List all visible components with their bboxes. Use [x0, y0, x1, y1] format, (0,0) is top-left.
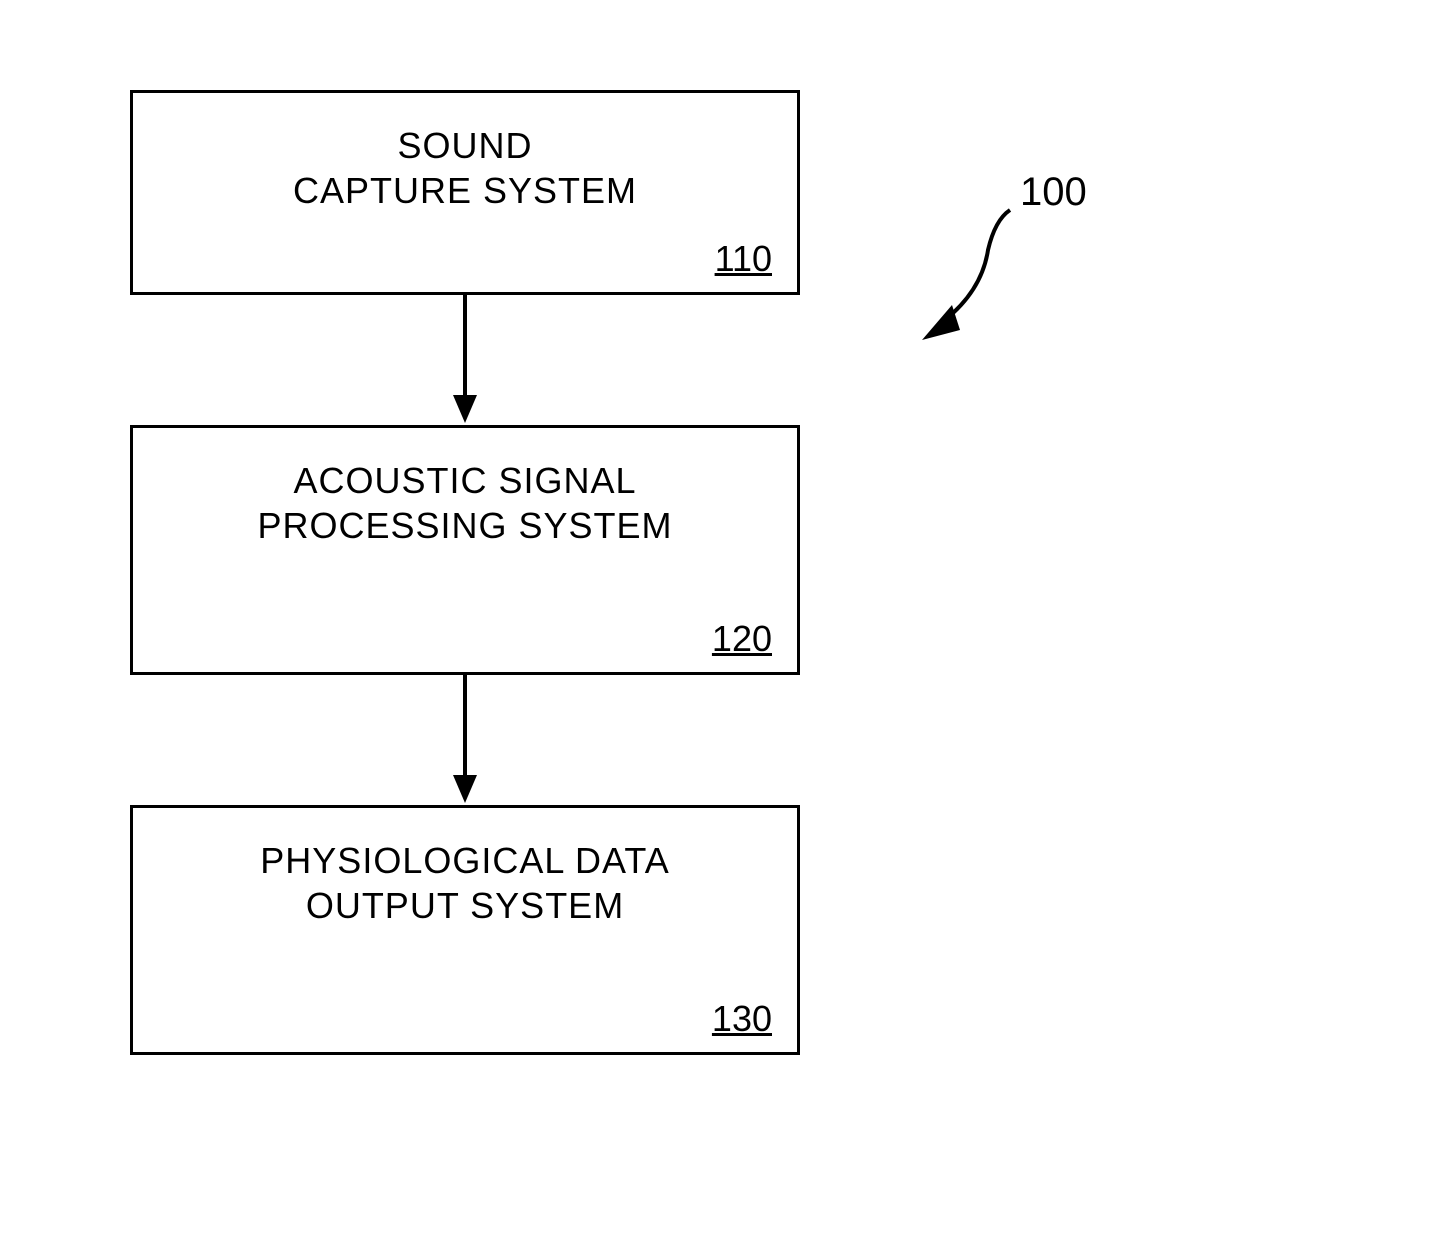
block-ref-number: 120: [712, 618, 772, 660]
arrow-down-icon: [445, 675, 485, 805]
block-label: PHYSIOLOGICAL DATA OUTPUT SYSTEM: [153, 838, 777, 928]
arrow-2: [130, 675, 800, 805]
arrow-1: [130, 295, 800, 425]
label-line-1: SOUND: [397, 125, 532, 166]
label-line-2: OUTPUT SYSTEM: [306, 885, 624, 926]
block-label: ACOUSTIC SIGNAL PROCESSING SYSTEM: [153, 458, 777, 548]
block-acoustic-signal: ACOUSTIC SIGNAL PROCESSING SYSTEM 120: [130, 425, 800, 675]
block-physiological-data: PHYSIOLOGICAL DATA OUTPUT SYSTEM 130: [130, 805, 800, 1055]
overall-ref-number: 100: [1020, 170, 1087, 215]
flowchart-diagram: SOUND CAPTURE SYSTEM 110 ACOUSTIC SIGNAL…: [130, 90, 890, 1055]
label-line-1: PHYSIOLOGICAL DATA: [260, 840, 669, 881]
label-line-2: CAPTURE SYSTEM: [293, 170, 637, 211]
block-ref-number: 110: [715, 238, 772, 280]
arrow-down-icon: [445, 295, 485, 425]
block-ref-number: 130: [712, 998, 772, 1040]
block-sound-capture: SOUND CAPTURE SYSTEM 110: [130, 90, 800, 295]
pointer-curve-icon: [900, 200, 1020, 350]
block-label: SOUND CAPTURE SYSTEM: [153, 123, 777, 213]
label-line-2: PROCESSING SYSTEM: [257, 505, 672, 546]
label-line-1: ACOUSTIC SIGNAL: [293, 460, 636, 501]
